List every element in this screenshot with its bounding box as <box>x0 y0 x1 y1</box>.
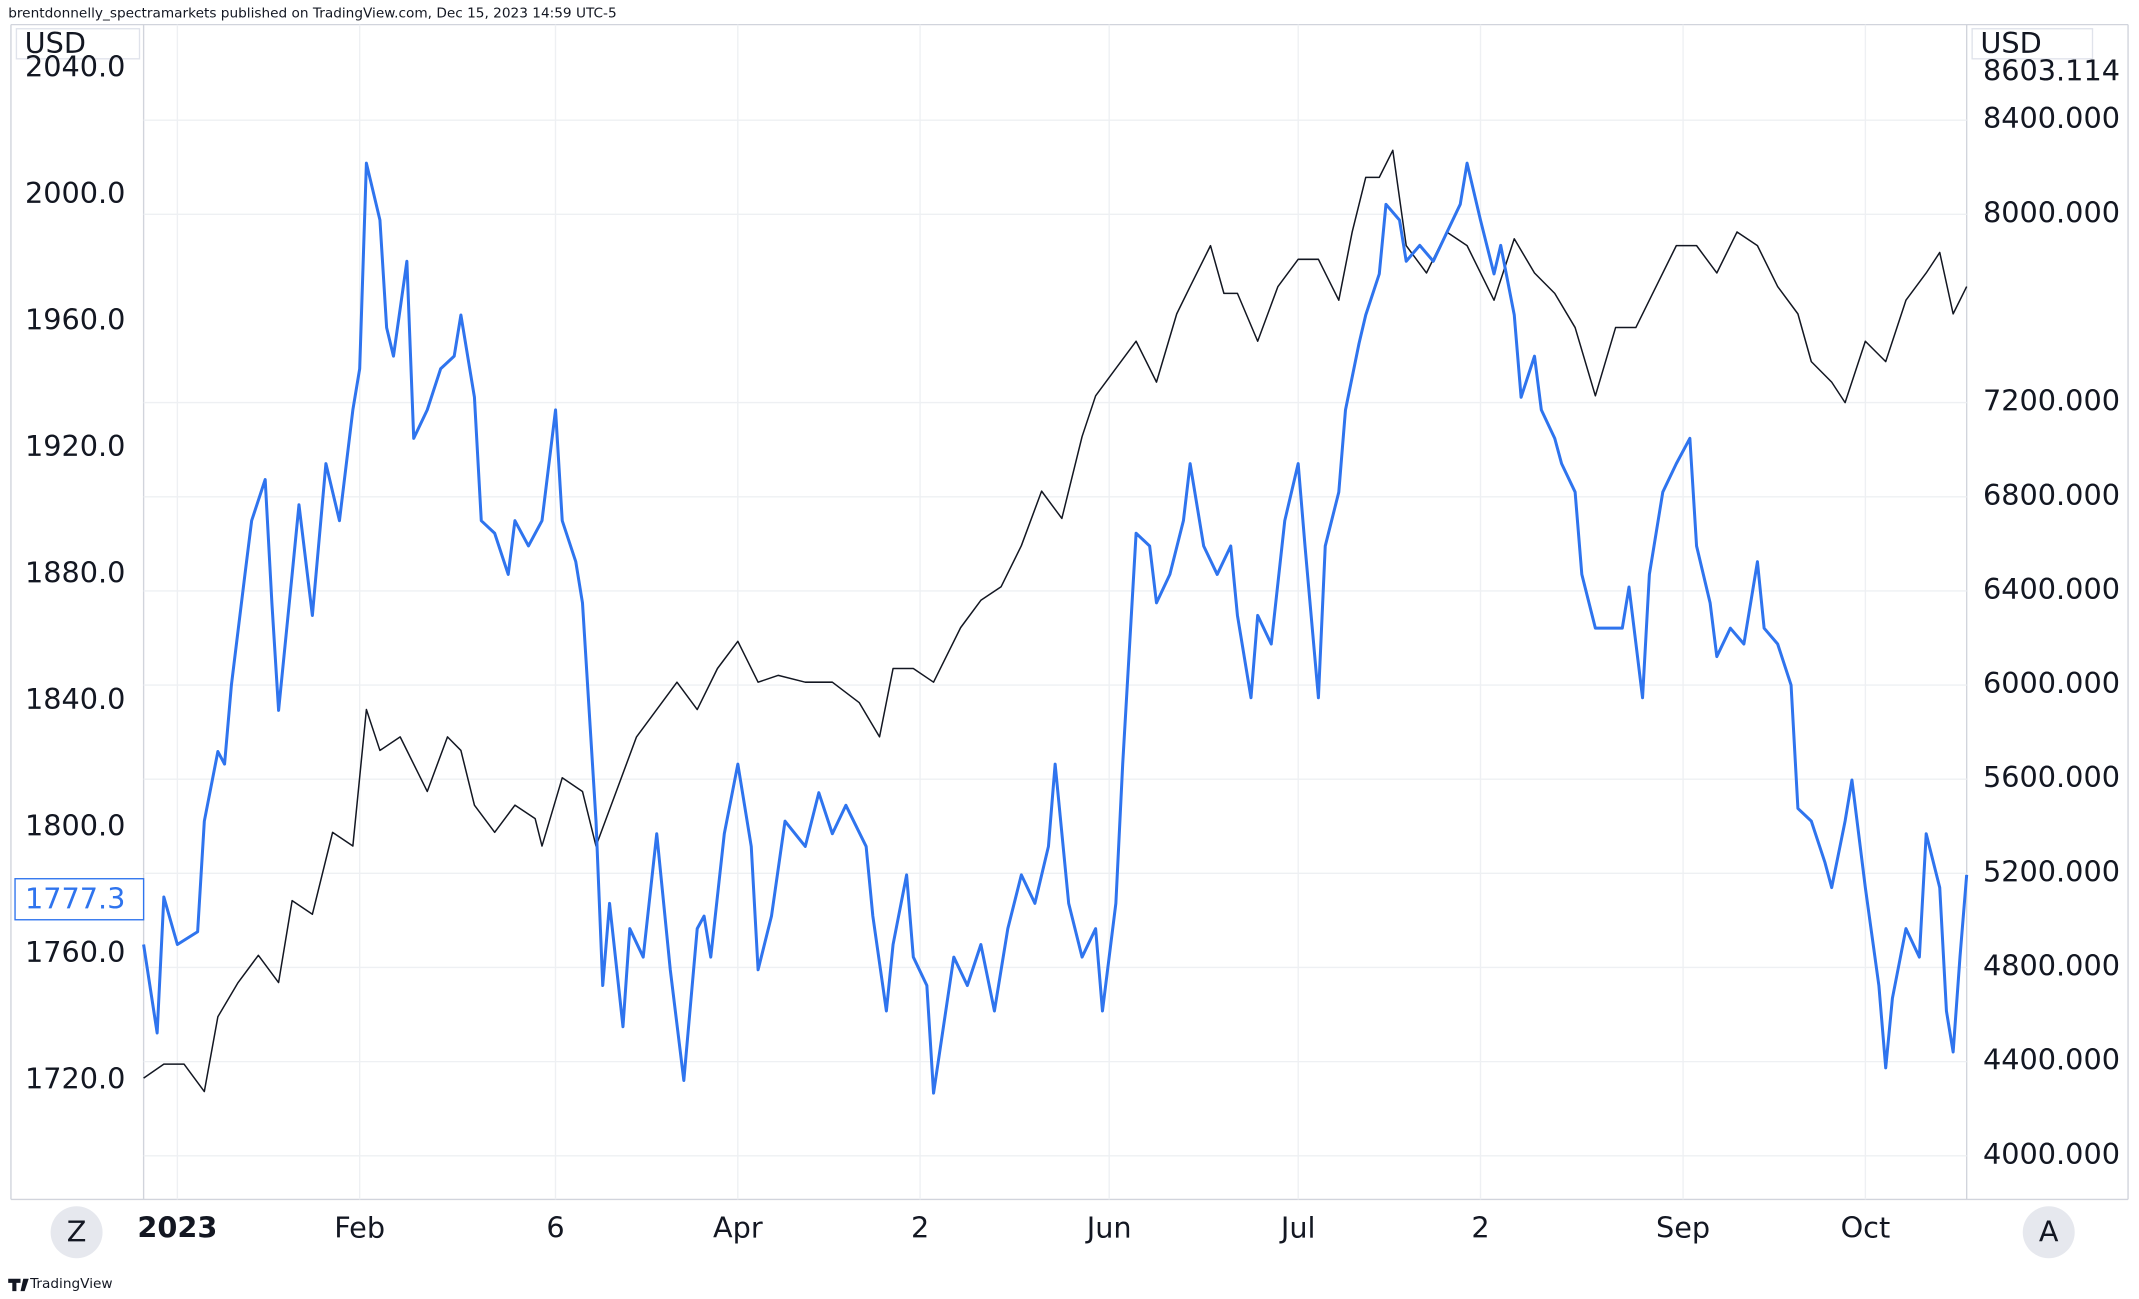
y-tick-label: 1960.0 <box>25 302 126 336</box>
unit-box <box>1971 28 2094 60</box>
y-tick-label: 1760.0 <box>25 935 126 969</box>
last-value-box <box>14 878 145 921</box>
y2-tick-label: 5600.000 <box>1983 760 2120 794</box>
scale-button[interactable] <box>50 1206 103 1259</box>
header: brentdonnelly_spectramarkets published o… <box>8 6 616 22</box>
y2-tick-label: 6000.000 <box>1983 666 2120 700</box>
x-tick-label: Jun <box>1085 1211 1132 1245</box>
y2-tick-label: 5200.000 <box>1983 854 2120 888</box>
y2-tick-label: 4800.000 <box>1983 948 2120 982</box>
x-tick-label: Apr <box>713 1211 763 1245</box>
y-tick-label: 2000.0 <box>25 176 126 210</box>
unit-box <box>15 28 141 60</box>
footer: TradingView <box>29 1276 113 1292</box>
scale-button-label[interactable]: Z <box>67 1215 87 1249</box>
y-tick-label: 1880.0 <box>25 555 126 589</box>
y2-top-label: 8603.114 <box>1983 53 2120 87</box>
x-tick-label: Oct <box>1841 1211 1891 1245</box>
x-tick-label: 2 <box>911 1211 929 1245</box>
series-line <box>142 161 1969 1095</box>
y-tick-label: 1840.0 <box>25 682 126 716</box>
scale-button-label[interactable]: A <box>2039 1215 2059 1249</box>
y2-tick-label: 8000.000 <box>1983 195 2120 229</box>
series-line <box>143 149 1968 1093</box>
x-tick-label: 6 <box>546 1211 564 1245</box>
y2-tick-label: 8400.000 <box>1983 101 2120 135</box>
logo <box>8 1278 29 1292</box>
y-tick-label: 2040.0 <box>25 49 126 83</box>
y2-tick-label: 4400.000 <box>1983 1043 2120 1077</box>
last-value-label: 1777.3 <box>25 882 126 916</box>
y-tick-label: 1800.0 <box>25 808 126 842</box>
y2-tick-label: 4000.000 <box>1983 1137 2120 1171</box>
x-tick-label: Jul <box>1279 1211 1316 1245</box>
plot-area <box>142 24 1969 1200</box>
y2-tick-label: 6400.000 <box>1983 572 2120 606</box>
y-unit: USD <box>25 26 86 60</box>
scale-button[interactable] <box>2022 1206 2075 1259</box>
y2-unit: USD <box>1980 26 2041 60</box>
x-tick-label: Sep <box>1656 1211 1710 1245</box>
x-tick-label: 2 <box>1471 1211 1489 1245</box>
x-tick-label: Feb <box>334 1211 385 1245</box>
y2-tick-label: 7200.000 <box>1983 384 2120 418</box>
y-tick-label: 1920.0 <box>25 429 126 463</box>
y-tick-label: 1720.0 <box>25 1061 126 1095</box>
y2-tick-label: 6800.000 <box>1983 478 2120 512</box>
x-tick-label: 2023 <box>137 1211 217 1245</box>
